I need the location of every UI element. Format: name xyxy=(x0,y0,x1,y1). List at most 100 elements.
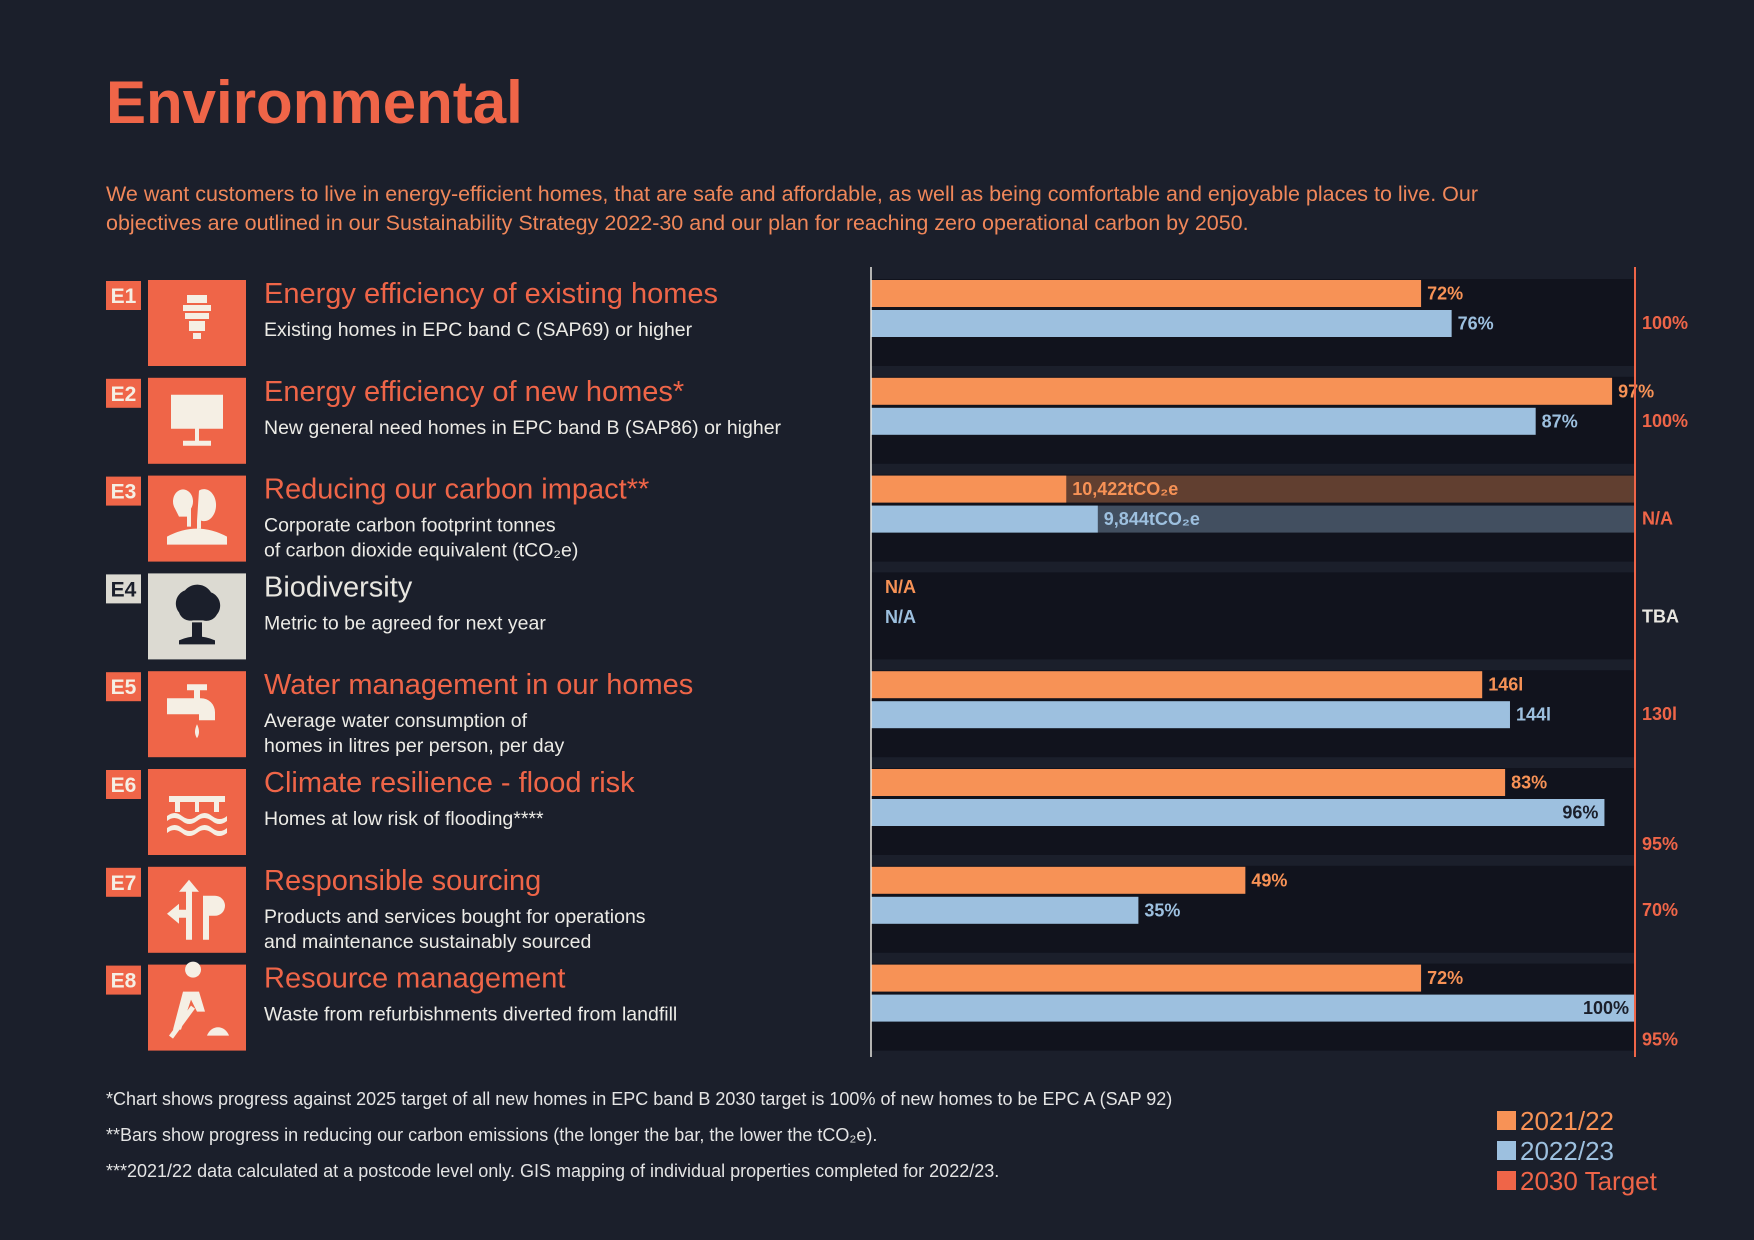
legend-label: 2021/22 xyxy=(1520,1106,1614,1136)
metric-subtitle: Corporate carbon footprint tonnes xyxy=(264,515,556,537)
value-label: 72% xyxy=(1427,284,1463,304)
bar xyxy=(871,310,1452,337)
metric-title: Responsible sourcing xyxy=(264,865,541,897)
value-label: 87% xyxy=(1542,411,1578,431)
code-badge xyxy=(106,867,141,897)
metric-title: Energy efficiency of existing homes xyxy=(264,278,718,310)
bar xyxy=(871,799,1605,826)
icon xyxy=(183,295,211,339)
metric-row: E8 Resource management Waste from refurbis… xyxy=(106,961,1678,1051)
code-badge xyxy=(106,965,141,995)
legend-label: 2030 Target xyxy=(1520,1166,1658,1196)
icon xyxy=(175,584,221,645)
footnote: ***2021/22 data calculated at a postcode… xyxy=(106,1161,999,1181)
metric-subtitle: and maintenance sustainably sourced xyxy=(264,931,591,953)
bar xyxy=(871,505,1098,533)
metric-subtitle: Waste from refurbishments diverted from … xyxy=(264,1004,677,1026)
metric-row: E5 Water management in our homes Average w… xyxy=(106,669,1677,758)
metric-subtitle: Homes at low risk of flooding**** xyxy=(264,808,544,830)
target-label: 95% xyxy=(1642,1030,1678,1050)
target-label: 70% xyxy=(1642,900,1678,920)
code-label: E8 xyxy=(111,970,137,993)
code-badge xyxy=(106,281,141,310)
metric-subtitle: Products and services bought for operati… xyxy=(264,906,646,928)
bar xyxy=(871,280,1422,307)
metric-subtitle: Metric to be agreed for next year xyxy=(264,612,546,634)
code-badge xyxy=(106,476,141,506)
metric-title: Resource management xyxy=(264,963,565,995)
target-label: TBA xyxy=(1642,606,1679,626)
icon xyxy=(167,684,215,739)
code-label: E3 xyxy=(111,481,137,504)
value-label: 83% xyxy=(1511,773,1547,793)
target-label: N/A xyxy=(1642,509,1673,529)
value-label: 146l xyxy=(1488,675,1523,695)
metric-row: E4 Biodiversity Metric to be agreed for ne… xyxy=(106,571,1679,660)
metric-row: E1 Energy efficiency of existing homes Exi… xyxy=(106,278,1688,366)
metric-title: Energy efficiency of new homes* xyxy=(264,376,684,408)
value-label: 72% xyxy=(1427,968,1463,988)
bar xyxy=(871,769,1506,796)
icon-box xyxy=(148,866,246,953)
footnote: **Bars show progress in reducing our car… xyxy=(106,1125,877,1145)
metric-title: Reducing our carbon impact** xyxy=(264,474,649,506)
code-label: E4 xyxy=(111,578,137,601)
value-label: 96% xyxy=(1562,803,1598,823)
metric-row: E2 Energy efficiency of new homes* New gen… xyxy=(106,376,1688,464)
legend-swatch xyxy=(1497,1111,1516,1130)
intro-line: We want customers to live in energy-effi… xyxy=(106,182,1478,206)
value-label: N/A xyxy=(885,607,916,627)
code-label: E5 xyxy=(111,676,137,699)
bar xyxy=(871,866,1246,894)
bar xyxy=(871,896,1139,924)
metric-row: E3 Reducing our carbon impact** Corporate … xyxy=(106,474,1673,562)
metric-subtitle: New general need homes in EPC band B (SA… xyxy=(264,417,782,439)
icon xyxy=(169,961,229,1039)
bar xyxy=(871,701,1510,729)
metric-subtitle: Average water consumption of xyxy=(264,710,528,732)
code-badge xyxy=(106,378,141,408)
icon xyxy=(167,796,227,836)
value-label: 100% xyxy=(1583,998,1629,1018)
value-label: N/A xyxy=(885,577,916,597)
legend-swatch xyxy=(1497,1141,1516,1160)
icon-box xyxy=(148,475,246,562)
metric-subtitle: Existing homes in EPC band C (SAP69) or … xyxy=(264,319,693,341)
code-badge xyxy=(106,770,141,799)
value-label: 97% xyxy=(1618,381,1654,401)
metric-subtitle: homes in litres per person, per day xyxy=(264,735,564,757)
code-badge xyxy=(106,672,141,702)
footnote: *Chart shows progress against 2025 targe… xyxy=(106,1089,1172,1109)
metric-title: Water management in our homes xyxy=(264,669,693,701)
value-label: 35% xyxy=(1144,900,1180,920)
target-label: 100% xyxy=(1642,411,1688,431)
intro-line: objectives are outlined in our Sustainab… xyxy=(106,211,1249,235)
target-label: 95% xyxy=(1642,834,1678,854)
value-label: 144l xyxy=(1516,705,1551,725)
metric-title: Biodiversity xyxy=(264,571,413,603)
code-label: E6 xyxy=(111,774,137,797)
legend-label: 2022/23 xyxy=(1520,1136,1614,1166)
metric-row: E7 Responsible sourcing Products and servi… xyxy=(106,865,1678,953)
code-label: E7 xyxy=(111,872,137,895)
metric-row: E6 Climate resilience - flood risk Homes a… xyxy=(106,767,1678,855)
value-label: 10,422tCO₂e xyxy=(1072,479,1178,499)
code-label: E2 xyxy=(111,383,137,406)
metric-title: Climate resilience - flood risk xyxy=(264,767,635,799)
legend-swatch xyxy=(1497,1171,1516,1190)
code-label: E1 xyxy=(111,285,137,308)
code-badge xyxy=(106,574,141,604)
metric-subtitle: of carbon dioxide equivalent (tCO₂e) xyxy=(264,540,578,562)
value-label: 76% xyxy=(1458,314,1494,334)
page-title: Environmental xyxy=(106,69,523,136)
bar xyxy=(871,407,1536,435)
icon xyxy=(171,394,223,446)
bar xyxy=(871,994,1635,1022)
icon xyxy=(167,489,227,545)
target-label: 130l xyxy=(1642,704,1677,724)
target-label: 100% xyxy=(1642,313,1688,333)
bar xyxy=(871,671,1483,699)
value-label: 49% xyxy=(1251,870,1287,890)
